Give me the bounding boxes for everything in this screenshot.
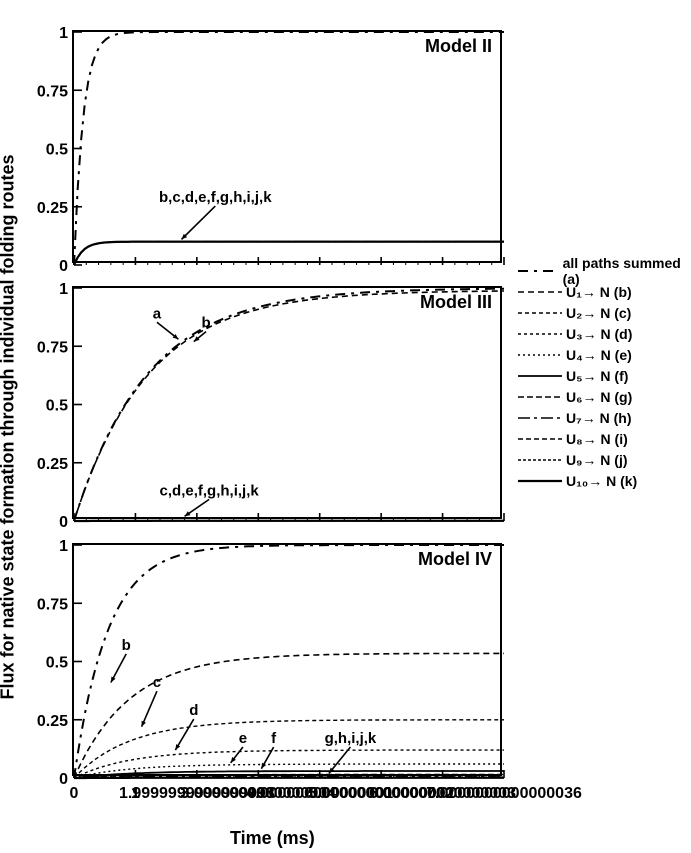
y-tick-label: 0.75 (37, 596, 68, 613)
y-tick-label: 0 (59, 771, 68, 788)
legend-swatch (518, 286, 562, 298)
curve-annotation: g,h,i,j,k (325, 730, 377, 747)
legend-label: U₅→ N (f) (566, 368, 628, 384)
legend-swatch (518, 370, 562, 382)
legend-swatch (518, 391, 562, 403)
curve-annotation: d (189, 702, 198, 719)
curve-annotation: b (201, 315, 210, 332)
legend-item: U₉→ N (j) (518, 449, 691, 470)
curve-j (74, 242, 504, 265)
legend: all paths summed (a) U₁→ N (b) U₂→ N (c) U₃… (518, 260, 691, 491)
legend-label: U₈→ N (i) (566, 431, 628, 447)
y-tick-label: 0.25 (37, 713, 68, 730)
legend-label: U₃→ N (d) (566, 326, 632, 342)
panel-title: Model II (425, 36, 492, 57)
legend-label: U₇→ N (h) (566, 410, 631, 426)
panel-model-iv: 011.99999999999999983.00000000000000044.… (72, 543, 502, 776)
y-tick-label: 0.75 (37, 83, 68, 100)
curve-a (74, 32, 504, 265)
legend-swatch (518, 454, 562, 466)
curve-b (74, 291, 504, 521)
y-tick-label: 0 (59, 258, 68, 275)
y-tick-label: 1 (59, 25, 68, 42)
y-axis-label: Flux for native state formation through … (0, 154, 19, 699)
y-tick-label: 0.5 (46, 142, 68, 159)
legend-item: U₆→ N (g) (518, 386, 691, 407)
curve-d (74, 242, 504, 265)
curve-i (74, 242, 504, 265)
legend-swatch (518, 265, 559, 277)
legend-item: U₈→ N (i) (518, 428, 691, 449)
curve-annotation: e (239, 730, 247, 747)
y-tick-label: 0.5 (46, 655, 68, 672)
y-tick-label: 0.25 (37, 200, 68, 217)
y-tick-label: 0.5 (46, 398, 68, 415)
x-tick-label: 7.0000000000000036 (426, 785, 582, 802)
panel-title: Model III (420, 292, 492, 313)
curve-c (74, 720, 504, 778)
legend-label: U₂→ N (c) (566, 305, 631, 321)
legend-swatch (518, 433, 562, 445)
curve-f (74, 242, 504, 265)
legend-label: U₄→ N (e) (566, 347, 632, 363)
x-axis-label: Time (ms) (230, 828, 315, 849)
curve-annotation: f (271, 730, 277, 747)
legend-label: U₆→ N (g) (566, 389, 632, 405)
panel-model-ii: 00.250.50.751b,c,d,e,f,g,h,i,j,kModel II (72, 30, 502, 263)
curve-h (74, 242, 504, 265)
y-tick-label: 1 (59, 281, 68, 298)
y-tick-label: 0.75 (37, 339, 68, 356)
curve-a (74, 289, 504, 521)
curve-g (74, 242, 504, 265)
legend-item: U₃→ N (d) (518, 323, 691, 344)
legend-item: all paths summed (a) (518, 260, 691, 281)
legend-item: U₇→ N (h) (518, 407, 691, 428)
legend-swatch (518, 475, 562, 487)
curve-annotation: c,d,e,f,g,h,i,j,k (160, 482, 260, 499)
x-tick-label: 0 (70, 785, 79, 802)
curve-annotation: b,c,d,e,f,g,h,i,j,k (159, 189, 272, 206)
legend-swatch (518, 349, 562, 361)
legend-item: U₂→ N (c) (518, 302, 691, 323)
panel-model-iii: 00.250.50.751abc,d,e,f,g,h,i,j,kModel II… (72, 286, 502, 519)
curve-annotation: b (122, 637, 131, 654)
legend-label: U₁₀→ N (k) (566, 473, 637, 489)
y-tick-label: 0.25 (37, 456, 68, 473)
panel-title: Model IV (418, 549, 492, 570)
legend-swatch (518, 328, 562, 340)
curve-b (74, 242, 504, 265)
legend-label: U₁→ N (b) (566, 284, 632, 300)
legend-swatch (518, 412, 562, 424)
legend-label: U₉→ N (j) (566, 452, 628, 468)
curve-a (74, 545, 504, 778)
legend-item: U₁₀→ N (k) (518, 470, 691, 491)
legend-swatch (518, 307, 562, 319)
curve-annotation: c (153, 674, 161, 691)
y-tick-label: 0 (59, 514, 68, 531)
curve-c (74, 242, 504, 265)
legend-label: all paths summed (a) (563, 255, 691, 287)
curve-e (74, 242, 504, 265)
curve-annotation: a (153, 305, 162, 322)
legend-item: U₄→ N (e) (518, 344, 691, 365)
curve-k (74, 242, 504, 265)
y-tick-label: 1 (59, 538, 68, 555)
legend-item: U₅→ N (f) (518, 365, 691, 386)
